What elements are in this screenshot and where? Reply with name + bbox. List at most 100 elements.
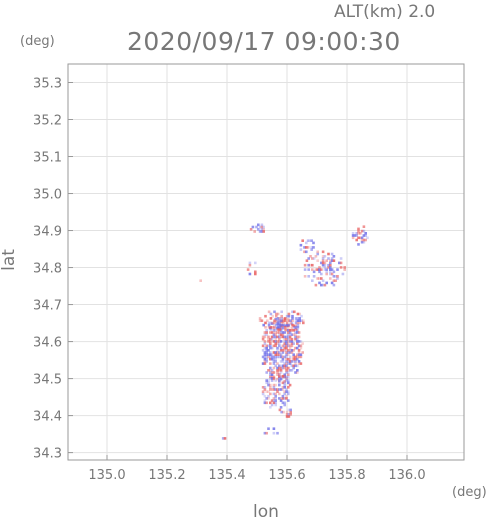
echo-cell xyxy=(288,337,292,341)
echo-cell xyxy=(285,415,289,418)
echo-cell xyxy=(272,329,276,332)
echo-cell xyxy=(287,349,290,352)
echo-cell xyxy=(287,362,290,365)
echo-cell xyxy=(274,394,277,398)
echo-cell xyxy=(294,355,297,359)
echo-cell xyxy=(272,351,276,354)
echo-cell xyxy=(296,364,299,368)
echo-cell xyxy=(254,261,257,265)
echo-cell xyxy=(270,371,274,374)
echo-cell xyxy=(248,263,252,267)
echo-cell xyxy=(272,344,276,348)
echo-cell xyxy=(276,323,280,327)
echo-cell xyxy=(321,250,325,254)
echo-cell xyxy=(261,335,265,339)
echo-cell xyxy=(265,333,268,336)
echo-cell xyxy=(283,373,286,376)
x-tick-label: 135.2 xyxy=(148,468,185,483)
echo-cell xyxy=(292,360,295,363)
echo-cell xyxy=(276,317,280,320)
echo-cell xyxy=(308,239,312,242)
echo-cell xyxy=(293,326,296,329)
echo-cell xyxy=(274,379,277,382)
echo-cell xyxy=(287,312,291,316)
echo-cell xyxy=(274,360,277,363)
echo-cell xyxy=(270,388,274,391)
echo-cell xyxy=(359,236,362,240)
echo-cell xyxy=(274,399,277,402)
echo-cell xyxy=(267,379,270,382)
echo-cell xyxy=(274,351,277,354)
echo-cell xyxy=(281,401,285,405)
echo-cell xyxy=(285,410,289,414)
echo-cell xyxy=(303,275,307,278)
echo-cell xyxy=(296,337,299,341)
echo-cell xyxy=(303,263,307,267)
y-tick-label: 34.4 xyxy=(33,410,62,425)
echo-cell xyxy=(336,268,339,271)
echo-cell xyxy=(269,328,273,331)
echo-cell xyxy=(360,229,364,233)
echo-cell xyxy=(301,342,304,345)
echo-cell xyxy=(278,364,281,368)
echo-cell xyxy=(270,399,274,402)
echo-cell xyxy=(294,326,298,329)
echo-cell xyxy=(312,257,316,260)
echo-cell xyxy=(274,353,277,356)
echo-cell xyxy=(294,328,298,331)
echo-cell xyxy=(283,375,286,379)
echo-cell xyxy=(272,392,276,396)
echo-cell xyxy=(357,227,360,231)
echo-cell xyxy=(297,362,301,365)
echo-cell xyxy=(285,355,288,359)
echo-cell xyxy=(285,340,288,343)
echo-cell xyxy=(281,351,285,354)
echo-cell xyxy=(311,263,314,267)
echo-cell xyxy=(294,331,297,334)
echo-cell xyxy=(276,351,279,354)
echo-cell xyxy=(283,355,286,359)
echo-cell xyxy=(330,281,334,285)
echo-cell xyxy=(283,346,286,350)
echo-cell xyxy=(288,362,292,365)
echo-cell xyxy=(297,351,301,354)
echo-cell xyxy=(272,355,276,359)
echo-cell xyxy=(332,279,336,282)
echo-cell xyxy=(294,319,298,322)
echo-cell xyxy=(287,366,290,370)
echo-cell xyxy=(278,355,281,359)
echo-cell xyxy=(269,371,272,374)
echo-cell xyxy=(199,279,202,282)
echo-cell xyxy=(258,317,262,320)
echo-cell xyxy=(300,314,303,318)
echo-cell xyxy=(288,383,292,387)
echo-cell xyxy=(318,281,321,285)
echo-cell xyxy=(287,333,290,336)
echo-cell xyxy=(359,232,362,235)
x-tick-label: 135.0 xyxy=(88,468,125,483)
echo-cell xyxy=(360,236,364,240)
echo-cell xyxy=(270,403,274,407)
echo-cell xyxy=(269,362,272,365)
echo-cell xyxy=(325,281,328,285)
echo-cell xyxy=(283,335,286,339)
echo-cell xyxy=(357,232,360,235)
echo-cell xyxy=(271,321,274,325)
echo-cell xyxy=(253,230,256,233)
echo-cell xyxy=(262,323,265,327)
echo-cell xyxy=(287,379,290,382)
echo-cell xyxy=(276,355,279,359)
echo-cell xyxy=(281,349,285,352)
echo-cell xyxy=(269,337,272,341)
echo-cell xyxy=(276,431,279,435)
echo-cell xyxy=(261,362,265,365)
echo-cell xyxy=(325,259,328,262)
echo-cell xyxy=(274,317,277,321)
echo-cell xyxy=(309,255,312,258)
echo-cell xyxy=(325,268,328,271)
y-tick-label: 34.9 xyxy=(33,225,62,240)
echo-cell xyxy=(267,394,270,398)
echo-cell xyxy=(276,320,279,323)
echo-cell xyxy=(264,321,267,325)
echo-cell xyxy=(298,317,301,320)
